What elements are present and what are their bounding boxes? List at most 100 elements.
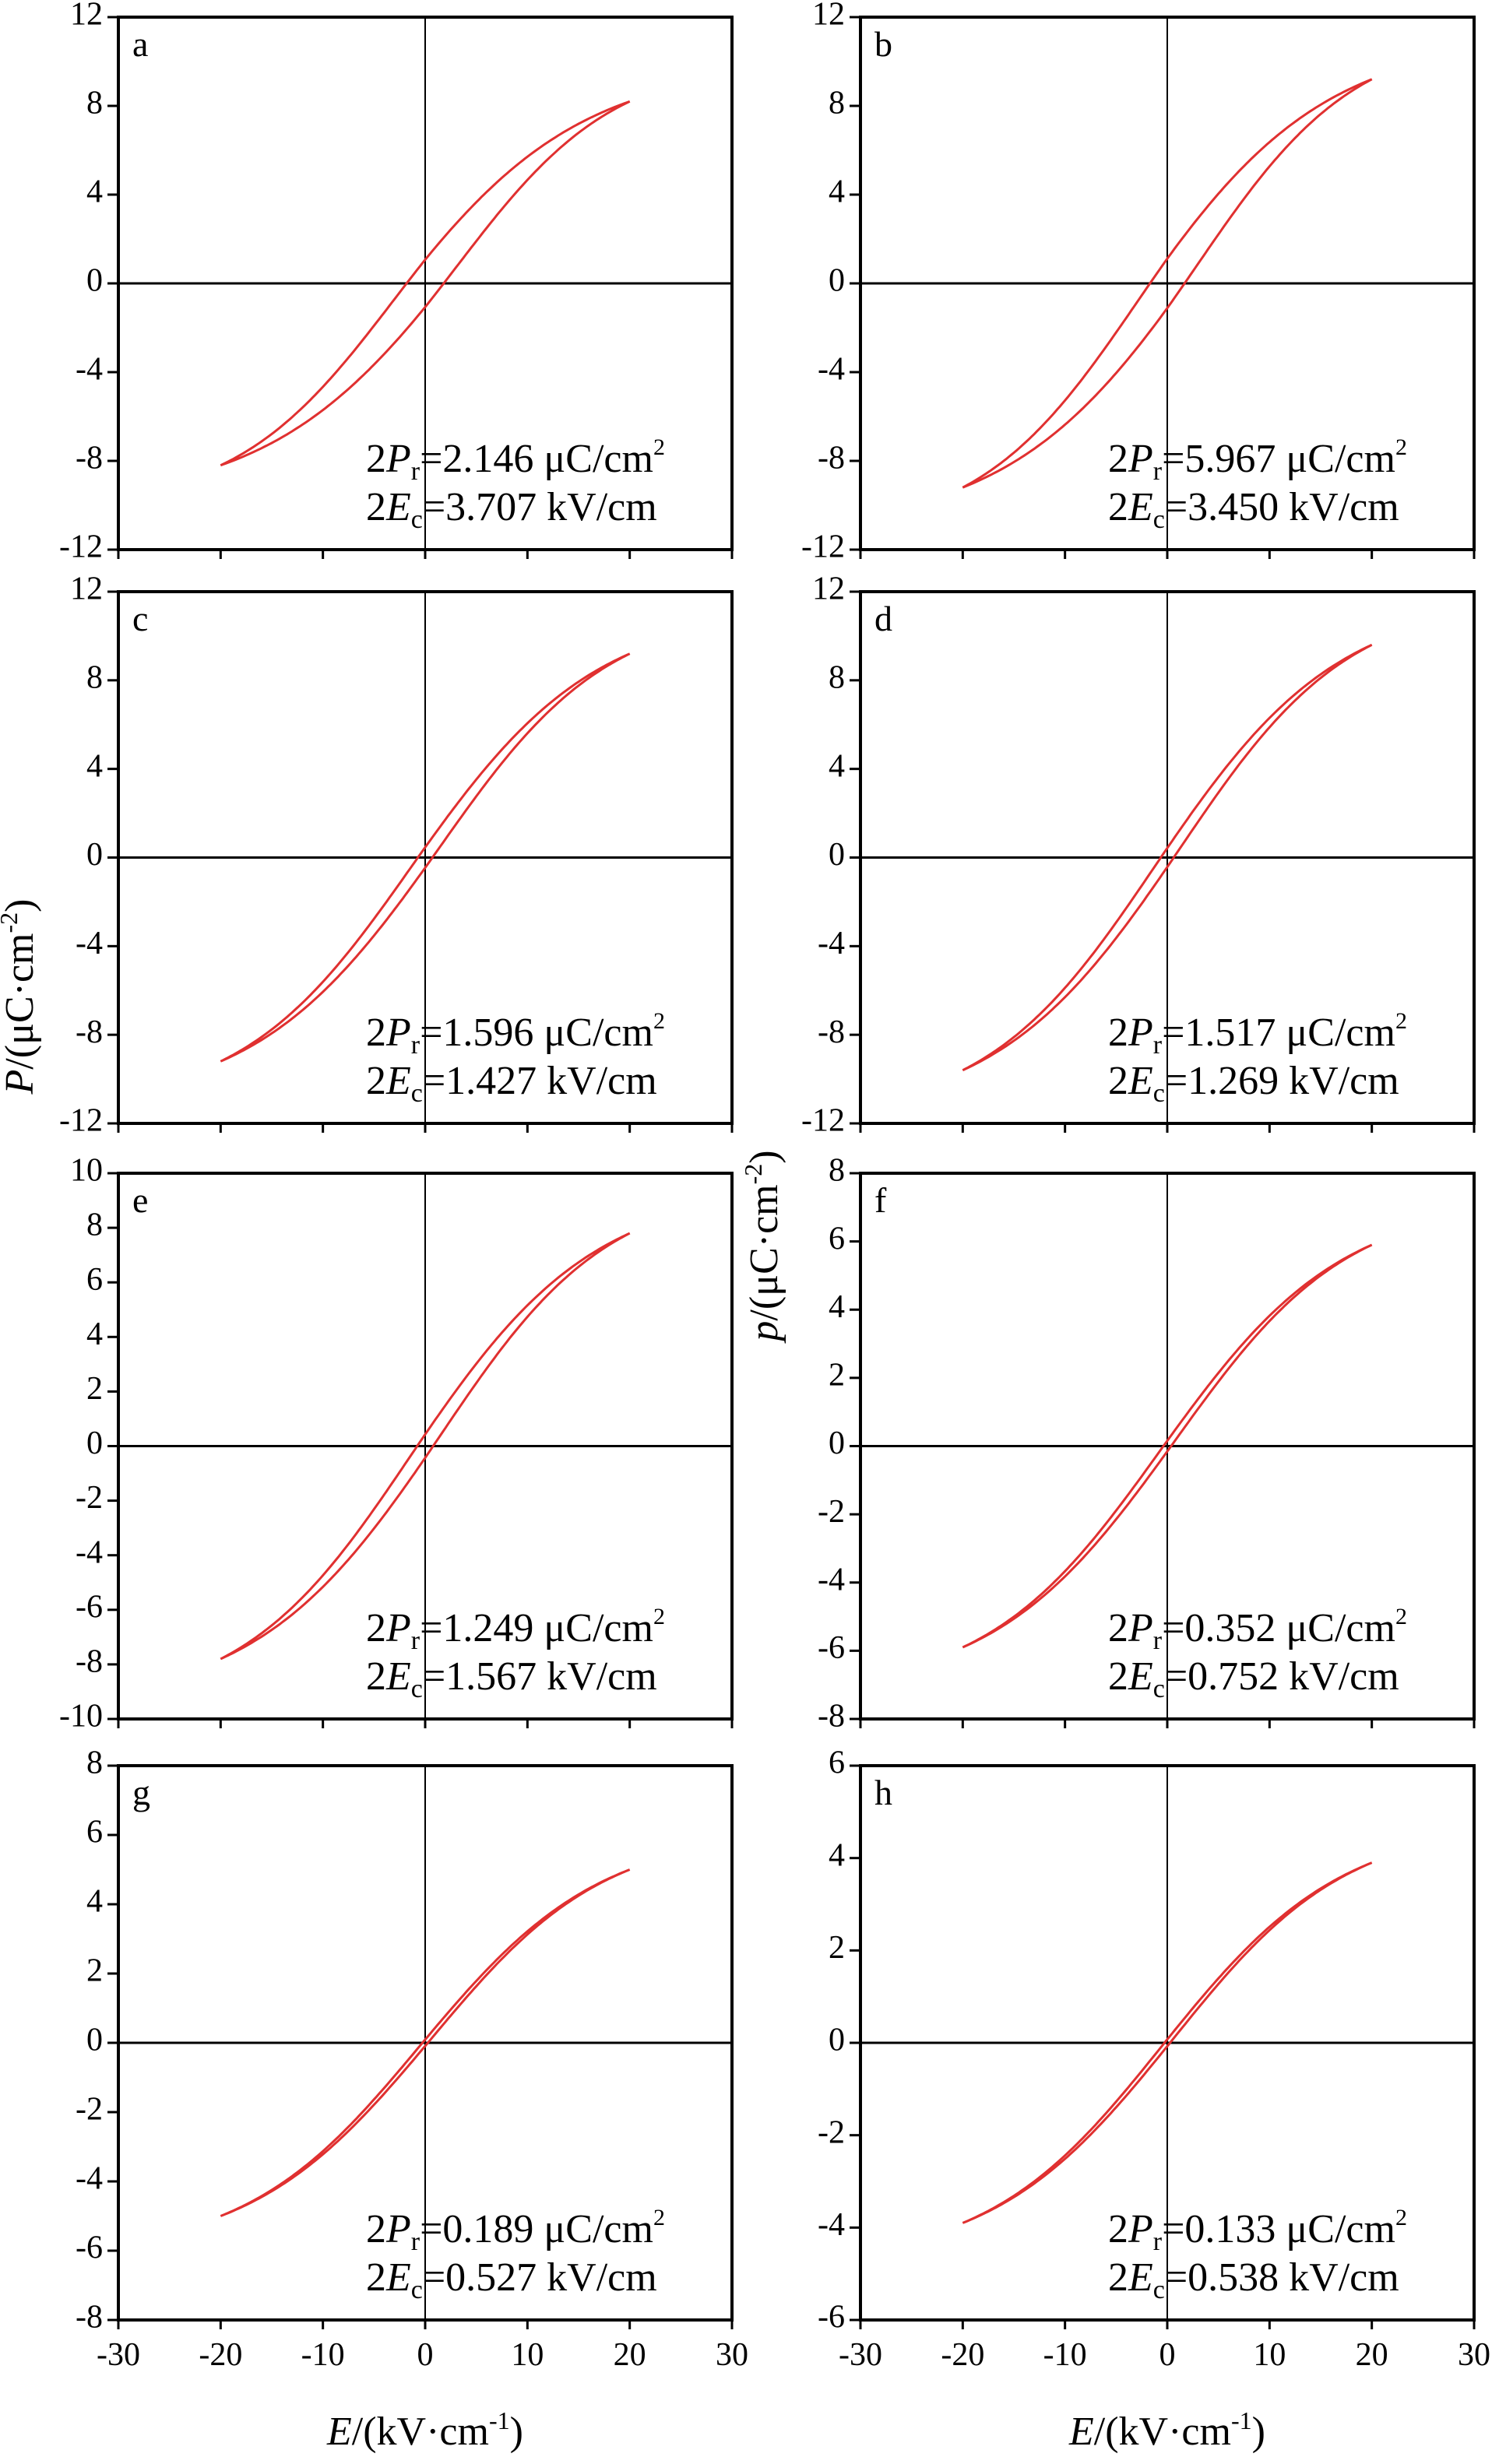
- y-tick-label: -12: [801, 1103, 845, 1139]
- y-tick-label: -4: [818, 352, 845, 388]
- y-axis-title-right: p/(μC·cm-2): [739, 1150, 786, 1344]
- anno-superscript: 2: [653, 1604, 665, 1629]
- y-tick-label: -8: [818, 441, 845, 476]
- x-tick-label: 10: [1253, 2337, 1286, 2373]
- y-tick-label: -8: [76, 1644, 103, 1680]
- anno-superscript: 2: [653, 434, 665, 460]
- anno-p-symbol: P: [1128, 1011, 1153, 1055]
- hysteresis-loop-g: [220, 1868, 631, 2217]
- panel-letter: a: [132, 24, 148, 64]
- y-tick-label: -4: [76, 352, 103, 388]
- y-tick-label: 4: [86, 1884, 103, 1920]
- pr-annotation: 2Pr=0.189 μC/cm2: [366, 2205, 665, 2256]
- x-axis-title-right-unit: /(kV·cm: [1094, 2410, 1231, 2454]
- ec-annotation: 2Ec=1.567 kV/cm: [366, 1654, 657, 1703]
- panel-letter: d: [874, 599, 892, 638]
- y-tick-label: -8: [76, 2300, 103, 2336]
- anno-two: 2: [366, 1606, 386, 1650]
- y-tick-label: 6: [829, 1745, 845, 1781]
- pr-value: =1.249 μC/cm: [420, 1606, 653, 1650]
- y-tick-label: -12: [59, 529, 103, 565]
- pr-value: =2.146 μC/cm: [420, 437, 653, 481]
- anno-p-symbol: P: [1128, 437, 1153, 481]
- y-axis-title-left-close: ): [0, 899, 42, 912]
- y-tick-label: -4: [76, 926, 103, 961]
- anno-c-subscript: c: [1153, 1675, 1165, 1703]
- y-axis-title-right-symbol: p: [742, 1321, 786, 1344]
- anno-two: 2: [366, 1059, 386, 1103]
- pr-value: =1.596 μC/cm: [420, 1011, 653, 1055]
- hysteresis-loop-d: [962, 643, 1373, 1072]
- ec-annotation: 2Ec=3.450 kV/cm: [1108, 485, 1399, 534]
- x-axis-title-left-unit: /(kV·cm: [352, 2410, 489, 2454]
- y-tick-label: 0: [829, 263, 845, 299]
- pr-annotation: 2Pr=2.146 μC/cm2: [366, 434, 665, 486]
- y-tick-label: 2: [829, 1358, 845, 1394]
- y-tick-label: 6: [86, 1815, 103, 1851]
- y-tick-label: -6: [76, 2230, 103, 2266]
- pr-annotation: 2Pr=5.967 μC/cm2: [1108, 434, 1407, 486]
- y-tick-label: 0: [86, 1425, 103, 1461]
- anno-c-subscript: c: [411, 2276, 423, 2304]
- y-tick-label: -6: [818, 2300, 845, 2336]
- y-tick-label: 8: [829, 86, 845, 121]
- y-tick-label: -8: [76, 441, 103, 476]
- anno-r-subscript: r: [1153, 2227, 1163, 2256]
- hysteresis-loop-f: [962, 1243, 1373, 1649]
- anno-two: 2: [366, 1011, 386, 1055]
- y-tick-label: -8: [818, 1699, 845, 1735]
- y-tick-label: 0: [86, 2023, 103, 2058]
- x-tick-label: 0: [1159, 2337, 1176, 2373]
- y-tick-label: 6: [829, 1221, 845, 1257]
- x-axis-title-left-exponent: -1: [489, 2406, 510, 2434]
- panel-letter: h: [874, 1773, 892, 1812]
- anno-c-subscript: c: [1153, 505, 1165, 534]
- y-tick-label: 4: [86, 1316, 103, 1352]
- y-tick-label: -4: [76, 2161, 103, 2197]
- y-tick-label: 8: [829, 659, 845, 695]
- anno-two: 2: [1108, 437, 1128, 481]
- ec-value: =0.527 kV/cm: [423, 2255, 657, 2300]
- anno-superscript: 2: [1395, 1604, 1407, 1629]
- y-tick-label: 8: [86, 659, 103, 695]
- pr-value: =0.352 μC/cm: [1162, 1606, 1395, 1650]
- anno-two: 2: [1108, 2207, 1128, 2251]
- x-tick-label: -30: [97, 2337, 140, 2373]
- x-tick-label: -20: [199, 2337, 242, 2373]
- ec-annotation: 2Ec=0.752 kV/cm: [1108, 1654, 1399, 1703]
- pr-annotation: 2Pr=1.517 μC/cm2: [1108, 1008, 1407, 1060]
- x-tick-label: 30: [716, 2337, 748, 2373]
- ec-value: =1.567 kV/cm: [423, 1654, 657, 1699]
- x-axis-title-right-symbol: E: [1068, 2410, 1094, 2454]
- anno-p-symbol: P: [385, 437, 411, 481]
- y-tick-label: 0: [86, 837, 103, 873]
- anno-e-symbol: E: [385, 485, 411, 529]
- anno-c-subscript: c: [1153, 1079, 1165, 1108]
- y-tick-label: -2: [76, 1480, 103, 1516]
- panel-letter: e: [132, 1180, 148, 1220]
- anno-p-symbol: P: [385, 1011, 411, 1055]
- pr-annotation: 2Pr=1.596 μC/cm2: [366, 1008, 665, 1060]
- anno-c-subscript: c: [1153, 2276, 1165, 2304]
- y-tick-label: -2: [818, 1494, 845, 1530]
- anno-c-subscript: c: [411, 1675, 423, 1703]
- panel-letter: g: [132, 1773, 150, 1812]
- y-tick-label: -6: [818, 1630, 845, 1666]
- y-axis-title-right-close: ): [742, 1150, 786, 1163]
- y-tick-label: 2: [86, 1371, 103, 1407]
- anno-r-subscript: r: [1153, 1031, 1163, 1060]
- ec-value: =3.450 kV/cm: [1165, 485, 1399, 529]
- x-tick-label: 30: [1458, 2337, 1490, 2373]
- anno-p-symbol: P: [385, 2207, 411, 2251]
- anno-superscript: 2: [653, 1008, 665, 1034]
- x-tick-label: 20: [1356, 2337, 1388, 2373]
- y-tick-label: 2: [86, 1953, 103, 1989]
- ec-value: =3.707 kV/cm: [423, 485, 657, 529]
- y-tick-label: 12: [70, 571, 103, 607]
